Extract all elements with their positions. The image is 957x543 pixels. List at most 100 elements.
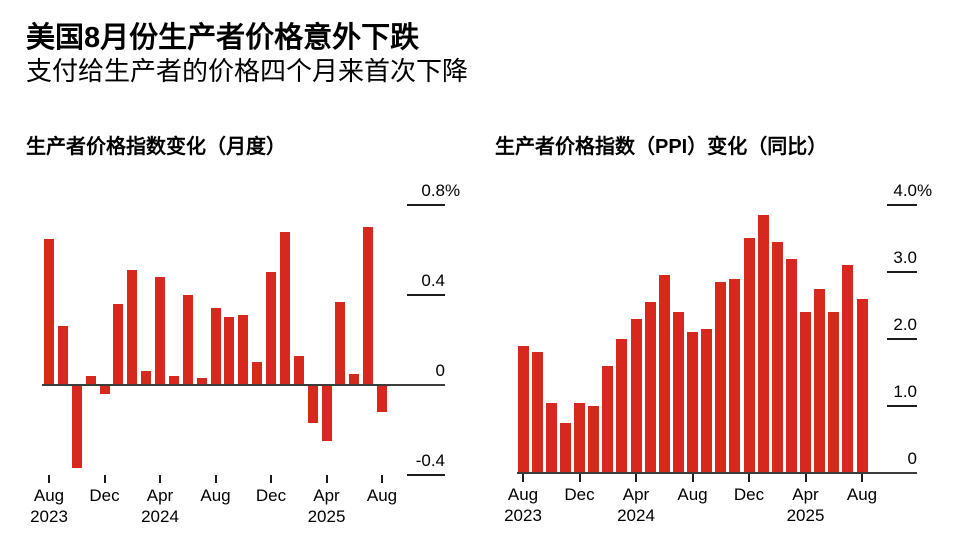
bar	[252, 362, 263, 385]
bar	[44, 239, 54, 385]
x-axis-tick	[861, 474, 863, 482]
x-axis-label: Dec	[564, 485, 595, 504]
y-axis-label: 0.4	[421, 271, 445, 290]
y-axis-label: 1.0	[893, 382, 917, 401]
y-axis-tick	[887, 338, 917, 340]
y-axis-label: 0	[907, 449, 917, 468]
bar	[99, 385, 110, 394]
chart-title-monthly: 生产者价格指数变化（月度）	[26, 136, 286, 158]
x-axis-label: Dec	[733, 485, 765, 504]
x-axis-year-label: 2025	[307, 507, 346, 526]
bar	[701, 329, 713, 473]
bar	[800, 312, 811, 473]
x-axis-label: Aug	[677, 485, 708, 504]
subheadline: 支付给生产者的价格四个月来首次下降	[26, 56, 469, 86]
x-axis-tick	[48, 475, 50, 483]
x-axis-year-label: 2023	[30, 507, 68, 526]
bar	[531, 352, 543, 473]
bar	[828, 312, 840, 473]
bar	[224, 317, 235, 385]
y-axis-label: -0.4	[415, 451, 445, 470]
y-axis-label: 4.0%	[893, 181, 933, 200]
chart-title-yoy: 生产者价格指数（PPI）变化（同比）	[495, 136, 828, 158]
y-axis-label: 0.8%	[421, 181, 461, 200]
x-axis-label: Apr	[622, 485, 650, 504]
x-axis-tick	[804, 474, 807, 482]
x-axis-tick	[270, 475, 272, 483]
y-axis-tick	[407, 204, 445, 206]
y-axis-label: 3.0	[893, 248, 917, 267]
bar	[363, 227, 374, 385]
x-axis-tick	[691, 474, 694, 482]
y-axis-tick	[887, 405, 917, 407]
zero-axis-line	[517, 472, 917, 474]
x-axis-label: Dec	[255, 486, 287, 505]
x-axis-tick	[522, 474, 524, 482]
x-axis-label: Apr	[146, 486, 174, 505]
bar	[293, 356, 304, 385]
bar	[307, 385, 318, 423]
x-axis-year-label: 2023	[504, 506, 542, 525]
bar	[377, 385, 387, 412]
bar	[687, 332, 698, 473]
y-axis-tick	[407, 294, 445, 296]
bar	[785, 259, 797, 473]
x-axis-year-label: 2025	[786, 506, 825, 525]
x-axis-tick	[578, 474, 581, 482]
x-axis-tick	[325, 475, 328, 483]
x-axis-label: Apr	[313, 486, 340, 505]
y-axis-label: 2.0	[893, 315, 917, 334]
x-axis-label: Aug	[366, 486, 398, 505]
y-axis-tick	[887, 271, 917, 273]
bar	[644, 302, 656, 473]
bar	[856, 299, 868, 473]
bar	[842, 265, 854, 473]
x-axis-tick	[103, 475, 106, 483]
bar	[574, 403, 585, 473]
bar	[168, 376, 179, 385]
bar	[630, 319, 642, 473]
bar	[335, 302, 346, 385]
bar	[729, 279, 741, 473]
bar	[238, 315, 249, 385]
bar	[71, 385, 82, 468]
x-axis-label: Aug	[200, 486, 231, 505]
bar	[127, 270, 138, 385]
bar	[210, 308, 221, 385]
bar	[141, 371, 152, 385]
bar	[771, 242, 783, 473]
x-axis-tick	[214, 475, 217, 483]
percent-sign: %	[917, 181, 933, 200]
x-axis-label: Aug	[507, 485, 539, 504]
y-axis-tick	[407, 474, 445, 476]
bar	[743, 238, 755, 473]
bar	[85, 376, 96, 385]
bar	[602, 366, 614, 473]
x-axis-label: Aug	[846, 485, 878, 504]
x-axis-tick	[159, 475, 161, 483]
x-axis-label: Aug	[33, 486, 65, 505]
bar	[196, 378, 207, 385]
zero-axis-line	[42, 384, 445, 386]
bar	[715, 282, 727, 473]
bar	[672, 312, 684, 473]
bar	[616, 339, 628, 473]
x-axis-label: Dec	[89, 486, 120, 505]
x-axis-year-label: 2024	[617, 506, 655, 525]
y-axis-label: 0	[435, 361, 445, 380]
x-axis-tick	[381, 475, 383, 483]
bar	[266, 272, 276, 385]
bar	[279, 232, 290, 385]
bar	[349, 374, 360, 385]
bar	[155, 277, 165, 385]
bar	[57, 326, 68, 385]
percent-sign: %	[445, 181, 461, 200]
bar	[658, 275, 670, 473]
headline: 美国8月份生产者价格意外下跌	[26, 22, 420, 54]
bar	[757, 215, 769, 473]
x-axis-label: Apr	[792, 485, 819, 504]
bar	[182, 295, 193, 385]
bar	[113, 304, 124, 385]
